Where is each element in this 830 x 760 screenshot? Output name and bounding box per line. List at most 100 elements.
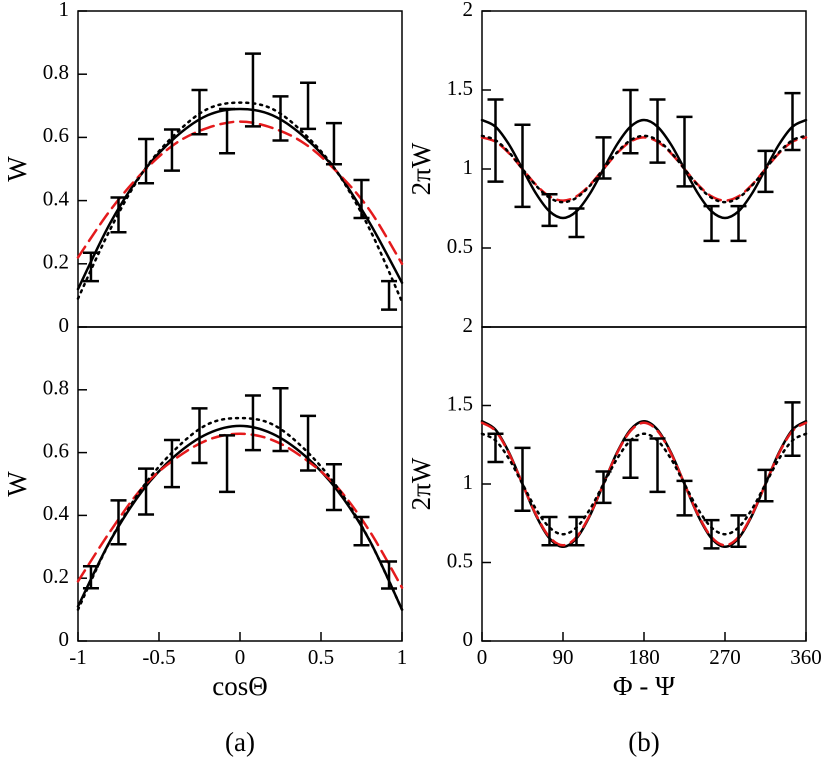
curve [480, 419, 808, 549]
x-tick-label: 90 [553, 645, 574, 669]
y-tick-label: 0.6 [43, 123, 69, 147]
curve [480, 421, 808, 547]
y-tick-label: 1.5 [447, 391, 473, 415]
error-bar [703, 204, 720, 243]
error-bar [649, 437, 666, 494]
error-bar [272, 95, 289, 142]
x-tick-label: 360 [790, 645, 822, 669]
x-axis-label: cosΘ [212, 671, 268, 701]
error-bar [300, 81, 317, 131]
y-axis-label: W [2, 156, 32, 182]
error-bar [649, 98, 666, 164]
error-bar [730, 514, 747, 549]
x-tick-label: 0 [477, 645, 488, 669]
error-bar [353, 515, 370, 547]
error-bar [163, 438, 180, 489]
error-bar [757, 149, 774, 194]
panel-caption: (a) [225, 727, 255, 757]
y-axis-label: W [2, 471, 32, 497]
error-bar [595, 470, 612, 505]
x-tick-label: 1 [397, 645, 408, 669]
curve [76, 432, 404, 589]
error-bar [757, 468, 774, 503]
error-bar [353, 178, 370, 220]
y-tick-label: 0.6 [43, 438, 69, 462]
y-tick-label: 0.5 [447, 234, 473, 258]
error-bar [381, 279, 398, 311]
error-bar [487, 432, 504, 464]
x-tick-label: 0 [235, 645, 246, 669]
error-bar [244, 394, 261, 452]
y-tick-label: 0 [463, 627, 474, 651]
error-bar [219, 434, 236, 494]
error-bar [138, 137, 155, 185]
error-bar [244, 52, 261, 128]
x-tick-label: 180 [628, 645, 660, 669]
curve [76, 416, 404, 611]
error-bar [622, 88, 639, 155]
error-bar [191, 88, 208, 136]
error-bar [163, 128, 180, 172]
error-bar [514, 123, 531, 209]
y-tick-label: 0.2 [43, 564, 69, 588]
x-axis-label: Φ - Ψ [613, 671, 675, 701]
y-tick-label: 0.2 [43, 250, 69, 274]
error-bar [487, 98, 504, 183]
y-tick-label: 0 [59, 313, 70, 337]
error-bar [110, 499, 127, 546]
error-bar [541, 193, 558, 228]
plot-frame [481, 326, 807, 642]
error-bar [138, 467, 155, 516]
error-bar [325, 462, 342, 512]
y-tick-label: 0.5 [447, 548, 473, 572]
y-tick-label: 0.8 [43, 376, 69, 400]
error-bar [325, 121, 342, 166]
y-tick-label: 2 [463, 0, 474, 21]
y-tick-label: 1 [463, 470, 474, 494]
error-bar [622, 438, 639, 479]
x-tick-label: -0.5 [142, 645, 175, 669]
error-bar [595, 136, 612, 180]
curve [76, 424, 404, 611]
y-tick-label: 1 [463, 155, 474, 179]
curve [480, 134, 808, 204]
y-tick-label: 1 [59, 0, 70, 21]
error-bar [381, 560, 398, 590]
error-bar [676, 115, 693, 188]
error-bar [541, 515, 558, 547]
error-bar [730, 204, 747, 243]
error-bar [191, 407, 208, 465]
y-tick-label: 0.4 [43, 501, 70, 525]
y-tick-label: 1.5 [447, 76, 473, 100]
x-tick-label: 270 [709, 645, 741, 669]
error-bar [110, 196, 127, 234]
y-tick-label: 2 [463, 313, 474, 337]
y-tick-label: 0.8 [43, 60, 69, 84]
y-axis-label: 2πW [406, 457, 436, 510]
y-tick-label: 0.4 [43, 186, 70, 210]
error-bar [703, 518, 720, 550]
error-bar [784, 401, 801, 457]
x-tick-label: 0.5 [308, 645, 334, 669]
error-bar [568, 515, 585, 547]
error-bar [514, 446, 531, 512]
plot-frame [77, 10, 403, 328]
error-bar [82, 565, 99, 590]
curve [76, 101, 404, 303]
panel: 0.5 1 1.5 2 2πW [406, 0, 808, 328]
panel: 0 0.5 1 1.5 2 0 90 180 270 360 2πW Φ - Ψ (b) [406, 313, 822, 757]
y-axis-label: 2πW [406, 142, 436, 195]
plot-frame [481, 10, 807, 328]
error-bar [300, 414, 317, 472]
y-tick-label: 0 [59, 627, 70, 651]
curve [480, 118, 808, 220]
error-bar [784, 91, 801, 152]
curve [480, 432, 808, 536]
error-bar [568, 207, 585, 239]
panel: 0 0.2 0.4 0.6 0.8 1 W [2, 0, 404, 337]
error-bar [676, 479, 693, 517]
x-tick-label: -1 [69, 645, 87, 669]
curve [76, 120, 404, 266]
